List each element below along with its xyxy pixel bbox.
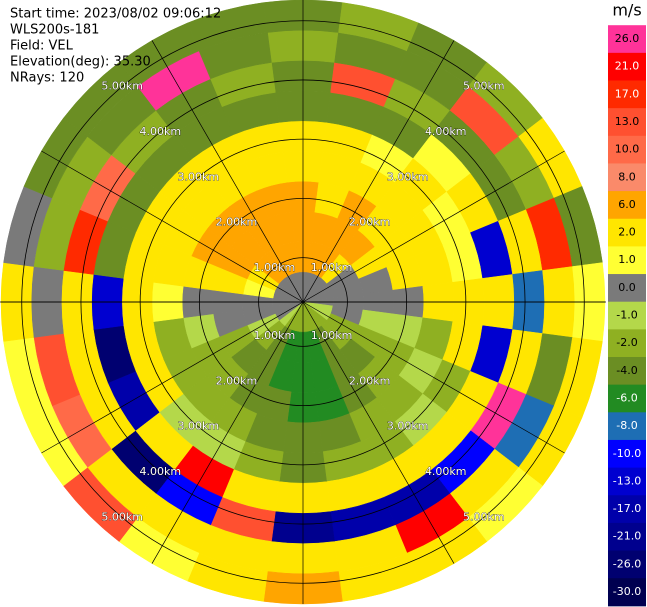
info-block: Start time: 2023/08/02 09:06:12WLS200s-1… (10, 7, 221, 86)
range-ring (80, 79, 526, 525)
colorbar-band (608, 578, 646, 607)
colorbar-tick-label: 8.0 (618, 170, 636, 183)
colorbar-tick-label: -13.0 (613, 474, 641, 487)
colorbar-tick-label: -4.0 (616, 364, 637, 377)
range-ring (21, 20, 585, 584)
colorbar-band (608, 274, 646, 303)
ring-label: 4.00km (425, 465, 467, 478)
colorbar-band (608, 163, 646, 192)
spoke (41, 150, 304, 303)
colorbar-tick-label: 6.0 (618, 198, 636, 211)
info-line: Field: VEL (10, 39, 74, 54)
ring-label: 5.00km (101, 80, 143, 93)
colorbar-band (608, 52, 646, 81)
ring-label: 2.00km (216, 216, 258, 229)
colorbar-tick-label: 13.0 (615, 115, 640, 128)
ring-label: 5.00km (101, 510, 143, 523)
colorbar-band (608, 384, 646, 413)
spoke (151, 301, 304, 564)
colorbar-tick-label: -8.0 (616, 419, 637, 432)
colorbar-tick-label: -21.0 (613, 530, 641, 543)
colorbar-tick-label: -10.0 (613, 447, 641, 460)
colorbar-tick-label: 26.0 (615, 32, 640, 45)
colorbar-band (608, 108, 646, 137)
spoke (302, 301, 455, 564)
colorbar-tick-label: -6.0 (616, 391, 637, 404)
colorbar-tick-label: -17.0 (613, 502, 641, 515)
colorbar-band (608, 80, 646, 109)
colorbar-band (608, 495, 646, 524)
spoke (302, 150, 565, 303)
range-ring (258, 257, 348, 347)
colorbar-band (608, 439, 646, 469)
colorbar-tick-label: -30.0 (613, 585, 641, 598)
ring-label: 4.00km (139, 125, 181, 138)
colorbar-tick-label: 2.0 (618, 226, 636, 239)
spoke (302, 301, 565, 454)
colorbar-tick-label: 1.0 (618, 253, 636, 266)
colorbar-band (608, 357, 646, 386)
colorbar-band (608, 25, 646, 54)
spoke (151, 40, 304, 303)
ring-label: 5.00km (463, 80, 505, 93)
colorbar-band (608, 522, 646, 552)
ring-label: 1.00km (311, 261, 353, 274)
colorbar-tick-label: 0.0 (618, 281, 636, 294)
ring-label: 3.00km (387, 170, 429, 183)
range-ring (198, 197, 408, 407)
info-line: Start time: 2023/08/02 09:06:12 (10, 7, 221, 22)
colorbar-tick-label: -1.0 (616, 309, 637, 322)
ring-label: 1.00km (254, 261, 296, 274)
colorbar-tick-label: 10.0 (615, 143, 640, 156)
ring-label: 2.00km (349, 216, 391, 229)
ring-label: 1.00km (254, 329, 296, 342)
colorbar-band (608, 412, 646, 441)
ring-label: 4.00km (425, 125, 467, 138)
colorbar-band (608, 246, 646, 275)
colorbar-band (608, 467, 646, 496)
info-line: Elevation(deg): 35.30 (10, 55, 151, 70)
colorbar-tick-label: 21.0 (615, 60, 640, 73)
spoke (302, 40, 455, 303)
colorbar-tick-label: 17.0 (615, 87, 640, 100)
ring-label: 3.00km (178, 420, 220, 433)
ppi-field (0, 0, 606, 605)
spoke (41, 301, 304, 454)
polar-axes: 1.00km 1.00km 1.00km 1.00km 2.00km 2.00km 2.00… (0, 0, 606, 604)
velocity-cell (187, 2, 268, 52)
colorbar-label: m/s (612, 1, 641, 20)
ring-label: 3.00km (178, 170, 220, 183)
range-ring (139, 138, 467, 466)
ring-label: 1.00km (311, 329, 353, 342)
ring-label: 5.00km (463, 510, 505, 523)
colorbar-tick-label: -2.0 (616, 336, 637, 349)
colorbar-band (608, 191, 646, 220)
ring-label: 2.00km (349, 374, 391, 387)
info-line: WLS200s-181 (10, 23, 99, 38)
colorbar-band (608, 135, 646, 164)
ring-label: 2.00km (216, 374, 258, 387)
colorbar-band (608, 550, 646, 579)
colorbar-band (608, 218, 646, 247)
colorbar: m/s 26.0 21.0 17.0 13.0 10.0 8.0 6.0 2.0 1.0 0.0 -1… (608, 1, 646, 607)
ring-label: 4.00km (139, 465, 181, 478)
colorbar-band (608, 329, 646, 358)
colorbar-tick-label: -26.0 (613, 557, 641, 570)
colorbar-band (608, 301, 646, 330)
ring-label: 3.00km (387, 420, 429, 433)
info-line: NRays: 120 (10, 71, 84, 86)
